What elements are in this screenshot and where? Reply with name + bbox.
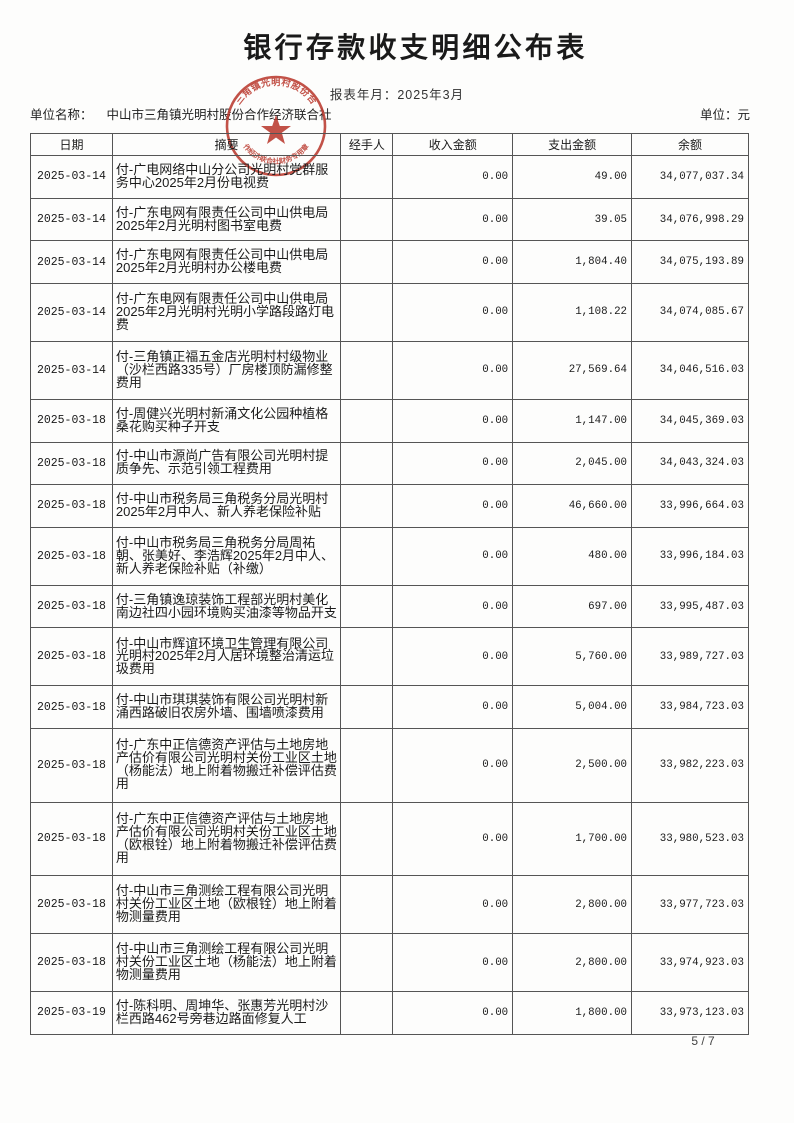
svg-text:三角镇光明村股份合: 三角镇光明村股份合 <box>233 76 320 106</box>
